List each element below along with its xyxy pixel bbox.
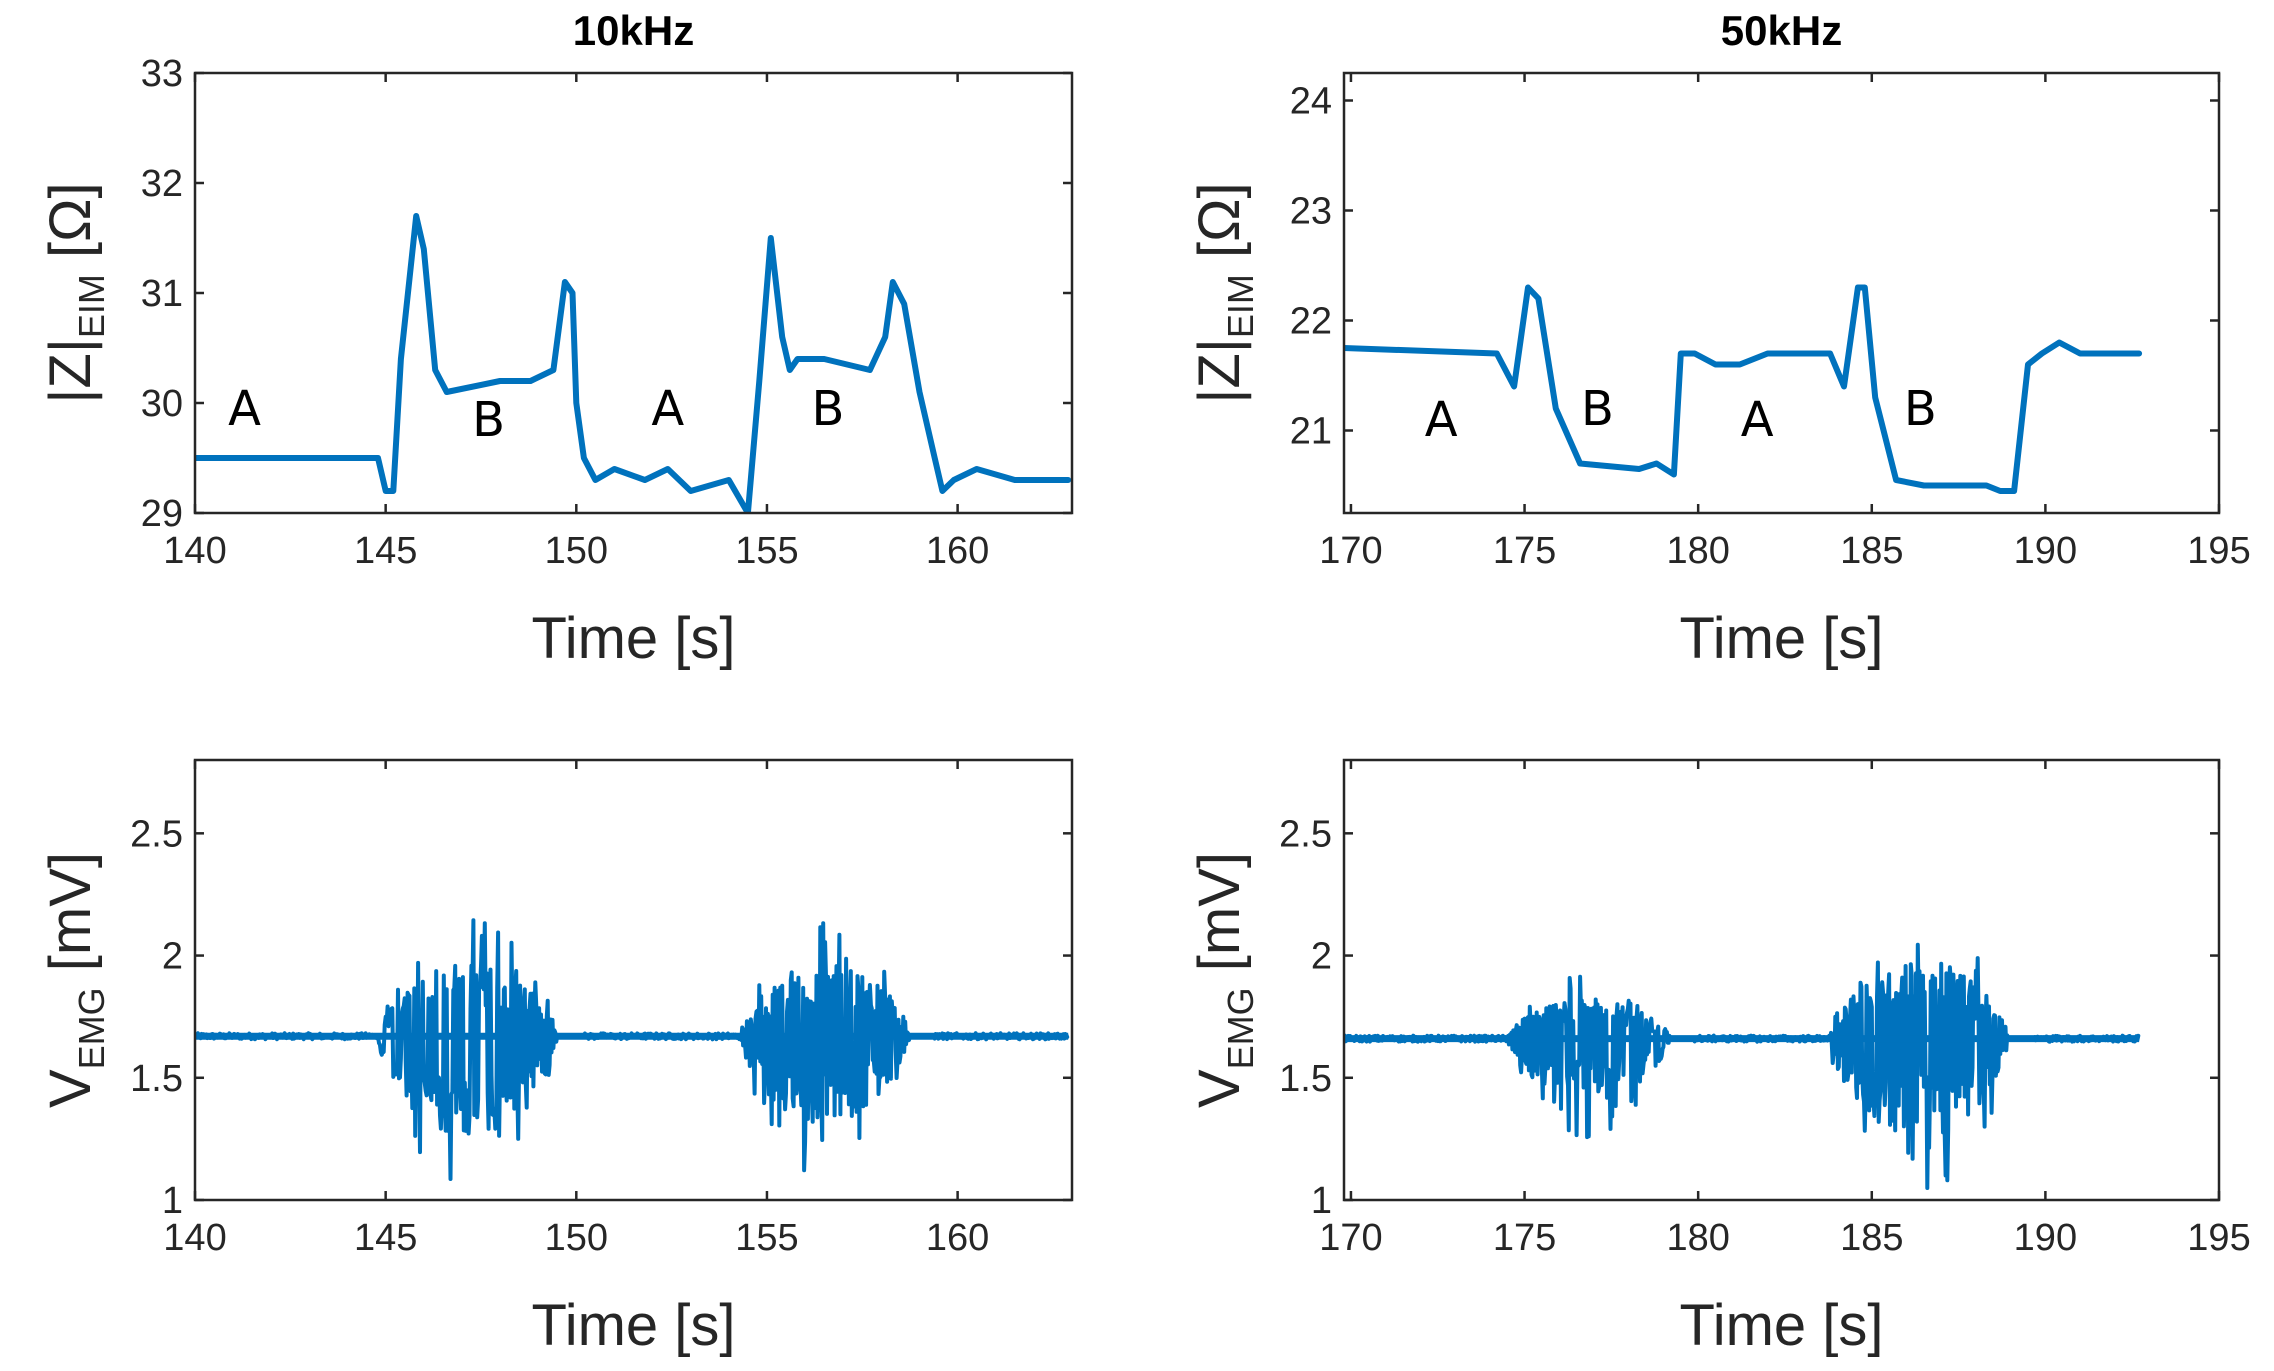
x-axis-label: Time [s]	[1679, 606, 1883, 671]
y-axis-label: VEMG [mV]	[1187, 852, 1261, 1108]
x-tick-label: 170	[1319, 1217, 1382, 1259]
region-label-b: B	[1904, 381, 1937, 437]
y-axis-label: |Z|EIM [Ω]	[38, 182, 112, 403]
x-axis-label: Time [s]	[1679, 1293, 1883, 1358]
y-axis-label-subscript: EIM	[1220, 274, 1261, 338]
y-axis-label: |Z|EIM [Ω]	[1187, 182, 1261, 403]
x-tick-label: 150	[545, 1217, 608, 1259]
chart-title: 50kHz	[1721, 7, 1842, 54]
y-axis-label-unit: [Ω]	[1187, 182, 1252, 274]
x-tick-label: 175	[1493, 1217, 1556, 1259]
y-tick-label: 32	[141, 163, 183, 205]
x-tick-label: 195	[2187, 1217, 2250, 1259]
y-axis-label-main: V	[1187, 1069, 1252, 1108]
x-tick-label: 160	[926, 1217, 989, 1259]
y-tick-label: 1.5	[1279, 1058, 1332, 1100]
y-tick-label: 30	[141, 383, 183, 425]
impedance-series-line	[1344, 284, 2143, 494]
x-tick-label: 190	[2014, 530, 2077, 572]
y-axis-label-subscript: EIM	[71, 274, 112, 338]
y-tick-label: 23	[1290, 191, 1332, 233]
x-tick-label: 140	[163, 530, 226, 572]
y-axis-label: VEMG [mV]	[38, 852, 112, 1108]
y-axis-label-unit: [mV]	[38, 852, 103, 987]
y-tick-label: 2.5	[1279, 813, 1332, 855]
chart-panel-2: 170 175 180 185 190 195 21 22 23 24 Time [s] |Z|EIM…	[1187, 7, 2251, 671]
chart-title: 10kHz	[573, 7, 694, 54]
region-label-a: A	[651, 381, 684, 437]
x-axis-label: Time [s]	[531, 606, 735, 671]
y-axis-label-unit: [mV]	[1187, 852, 1252, 987]
region-label-b: B	[811, 381, 844, 437]
y-axis-label-main: |Z|	[1187, 338, 1252, 404]
region-label-a: A	[1425, 392, 1458, 448]
x-tick-label: 185	[1840, 530, 1903, 572]
x-tick-label: 155	[735, 1217, 798, 1259]
y-tick-label: 2	[1311, 936, 1332, 978]
x-tick-label: 150	[545, 530, 608, 572]
y-tick-label: 24	[1290, 81, 1332, 123]
y-tick-label: 2.5	[130, 813, 183, 855]
x-tick-label: 145	[354, 1217, 417, 1259]
region-label-b: B	[472, 392, 505, 448]
y-tick-label: 1.5	[130, 1058, 183, 1100]
y-tick-label: 22	[1290, 301, 1332, 343]
axes-frame	[1342, 71, 2221, 515]
y-tick-label: 2	[162, 936, 183, 978]
y-axis-label-main: |Z|	[38, 338, 103, 404]
x-tick-label: 180	[1666, 530, 1729, 572]
y-axis-label-subscript: EMG	[1220, 987, 1261, 1069]
x-tick-label: 170	[1319, 530, 1382, 572]
y-tick-label: 29	[141, 493, 183, 535]
x-tick-label: 140	[163, 1217, 226, 1259]
region-label-a: A	[1741, 392, 1774, 448]
x-tick-label: 175	[1493, 530, 1556, 572]
y-tick-label: 33	[141, 53, 183, 95]
x-tick-label: 195	[2187, 530, 2250, 572]
y-tick-label: 1	[1311, 1180, 1332, 1222]
y-tick-label: 31	[141, 273, 183, 315]
x-tick-label: 160	[926, 530, 989, 572]
y-axis-label-subscript: EMG	[71, 987, 112, 1069]
x-tick-label: 180	[1666, 1217, 1729, 1259]
chart-panel-1: 140 145 150 155 160 29 30 31 32 33 Time [s] |Z|EIM …	[38, 7, 1074, 671]
y-tick-label: 21	[1290, 411, 1332, 453]
chart-panel-4: 170 175 180 185 190 195 1 1.5 2 2.5 Time [s] VEMG […	[1187, 758, 2251, 1358]
axes-frame	[193, 758, 1074, 1202]
region-label-a: A	[228, 381, 261, 437]
x-tick-label: 155	[735, 530, 798, 572]
y-axis-label-main: V	[38, 1069, 103, 1108]
x-tick-label: 185	[1840, 1217, 1903, 1259]
chart-panel-3: 140 145 150 155 160 1 1.5 2 2.5 Time [s] VEMG [mV]	[38, 758, 1074, 1358]
impedance-series-line	[195, 213, 1072, 513]
x-tick-label: 145	[354, 530, 417, 572]
axes-frame	[1342, 758, 2221, 1202]
x-tick-label: 190	[2014, 1217, 2077, 1259]
y-axis-label-unit: [Ω]	[38, 182, 103, 274]
y-tick-label: 1	[162, 1180, 183, 1222]
region-label-b: B	[1581, 381, 1614, 437]
x-axis-label: Time [s]	[531, 1293, 735, 1358]
